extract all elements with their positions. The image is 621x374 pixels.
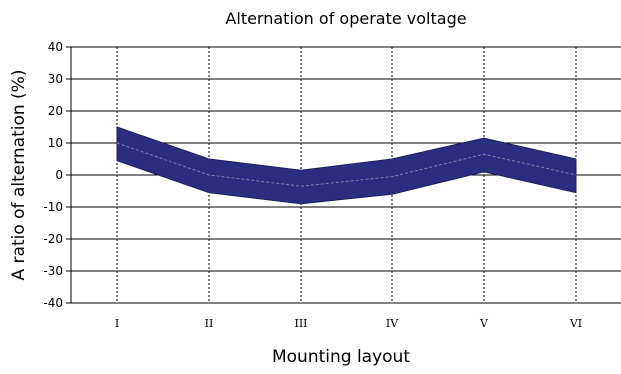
x-tick-label: III	[294, 317, 307, 330]
y-tick-label: -10	[43, 200, 63, 214]
chart-title: Alternation of operate voltage	[225, 9, 466, 28]
y-tick-label: -40	[43, 296, 63, 310]
mean-line	[116, 142, 577, 187]
x-axis-label: Mounting layout	[272, 347, 410, 367]
y-tick-label: 30	[48, 72, 63, 86]
x-tick-label: I	[115, 317, 119, 330]
x-tick-label: VI	[569, 317, 582, 330]
y-tick-label: 40	[48, 40, 63, 54]
y-tick-label: 20	[48, 104, 63, 118]
y-axis-label: A ratio of alternation (%)	[9, 70, 29, 281]
y-tick-label: -30	[43, 264, 63, 278]
x-tick-label: IV	[386, 317, 399, 330]
y-tick-label: 0	[55, 168, 63, 182]
range-band	[116, 126, 577, 205]
x-tick-label: II	[205, 317, 214, 330]
x-tick-label: V	[479, 317, 489, 330]
y-tick-label: -20	[43, 232, 63, 246]
y-tick-label: 10	[48, 136, 63, 150]
